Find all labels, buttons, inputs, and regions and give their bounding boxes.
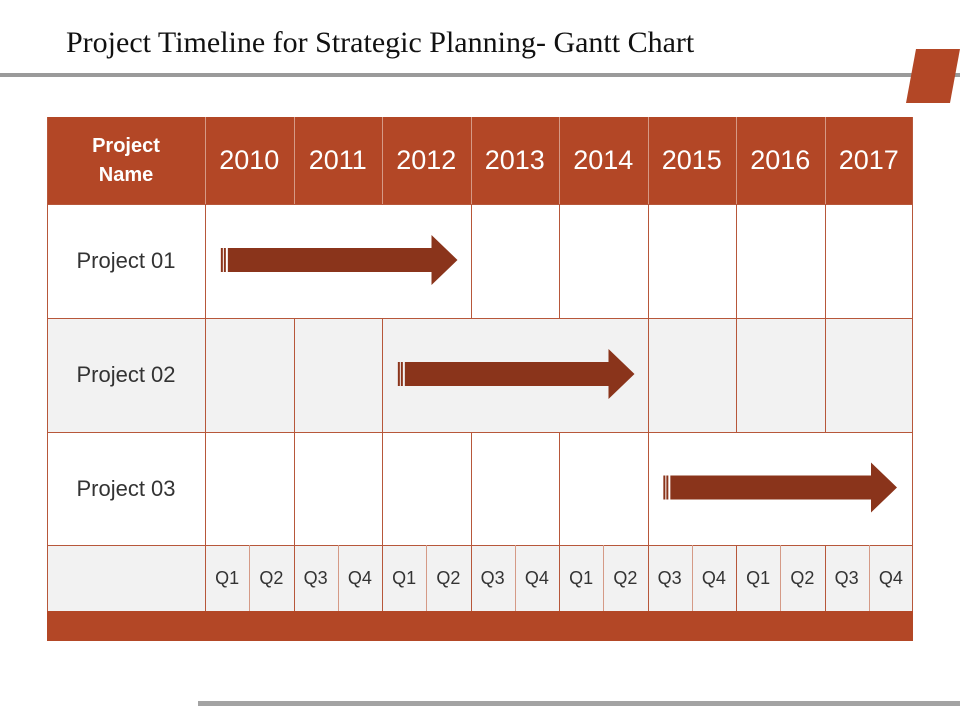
row-background [47,204,913,318]
quarter-divider [691,545,693,611]
page-title: Project Timeline for Strategic Planning-… [66,26,695,59]
quarter-divider [382,545,383,611]
header-divider [293,117,295,204]
row-divider [47,545,913,546]
column-divider [824,204,826,318]
quarter-label: Q1 [215,567,240,588]
row-divider [47,432,913,433]
row-label: Project 01 [76,248,176,273]
quarter-divider [868,545,870,611]
quarter-label: Q4 [524,567,549,588]
header-project-name: Project Name [92,134,160,186]
quarter-label: Q2 [259,567,284,588]
column-divider [382,318,383,432]
column-divider [382,432,383,545]
column-divider [205,432,206,545]
quarter-divider [559,545,560,611]
quarter-label: Q1 [569,567,594,588]
quarter-label: Q1 [746,567,771,588]
column-divider [205,204,206,318]
column-divider [824,318,826,432]
row-divider [47,318,913,319]
quarter-divider [293,545,295,611]
quarter-divider [426,545,428,611]
gantt-bar-arrow [663,462,897,513]
column-divider [736,318,737,432]
quarter-label: Q3 [834,567,859,588]
row-label: Project 03 [76,475,176,501]
quarter-label: Q4 [701,567,726,588]
quarter-label: Q1 [392,567,417,588]
column-divider [736,204,737,318]
header-divider [559,117,560,204]
quarter-divider [780,545,782,611]
year-header: 2013 [484,145,545,175]
quarter-label: Q3 [657,567,682,588]
row-label: Project 02 [76,362,176,387]
gantt-bars [220,235,897,513]
bottom-rule [198,701,960,706]
header-divider [470,117,472,204]
column-divider [559,204,560,318]
quarter-label: Q3 [303,567,328,588]
quarter-label: Q3 [480,567,505,588]
header-divider [205,117,206,204]
year-header: 2012 [396,145,457,175]
gantt-chart: Project Name 2010 2011 2012 2013 2014 2015 201… [47,117,913,641]
column-divider [293,432,295,545]
column-divider [647,318,649,432]
column-divider [647,204,649,318]
column-divider [647,432,649,545]
column-divider [293,318,295,432]
grid-border [47,117,48,611]
year-header: 2014 [573,145,634,175]
quarter-label: Q2 [613,567,638,588]
column-divider [912,318,913,432]
year-header: 2015 [661,145,722,175]
quarter-divider [514,545,516,611]
header-divider [382,117,383,204]
header-divider [824,117,826,204]
header-divider [647,117,649,204]
quarter-divider [603,545,605,611]
quarter-label: Q4 [878,567,903,588]
column-divider [559,432,560,545]
quarter-divider [249,545,251,611]
quarter-divider [205,545,206,611]
quarter-divider [337,545,339,611]
year-header: 2011 [308,145,367,175]
footer-bar [47,611,913,641]
quarter-divider [647,545,649,611]
title-underline [0,73,960,77]
gantt-bar-arrow [220,235,458,285]
quarter-label: Q2 [436,567,461,588]
column-divider [205,318,206,432]
row-divider [47,204,913,205]
year-header: 2010 [219,145,280,175]
year-header: 2016 [750,145,811,175]
year-header: 2017 [838,145,899,175]
column-divider [912,432,913,545]
column-divider [470,204,472,318]
quarter-divider [470,545,472,611]
quarter-divider [824,545,826,611]
quarter-label: Q2 [790,567,815,588]
quarter-row-background [47,545,913,611]
quarter-label: Q4 [347,567,372,588]
column-divider [470,432,472,545]
header-row [47,117,913,204]
quarter-divider [736,545,737,611]
header-divider [736,117,737,204]
corner-accent-shape [906,49,960,103]
quarter-divider [912,545,913,611]
column-divider [912,204,913,318]
gantt-bar-arrow [397,349,635,399]
